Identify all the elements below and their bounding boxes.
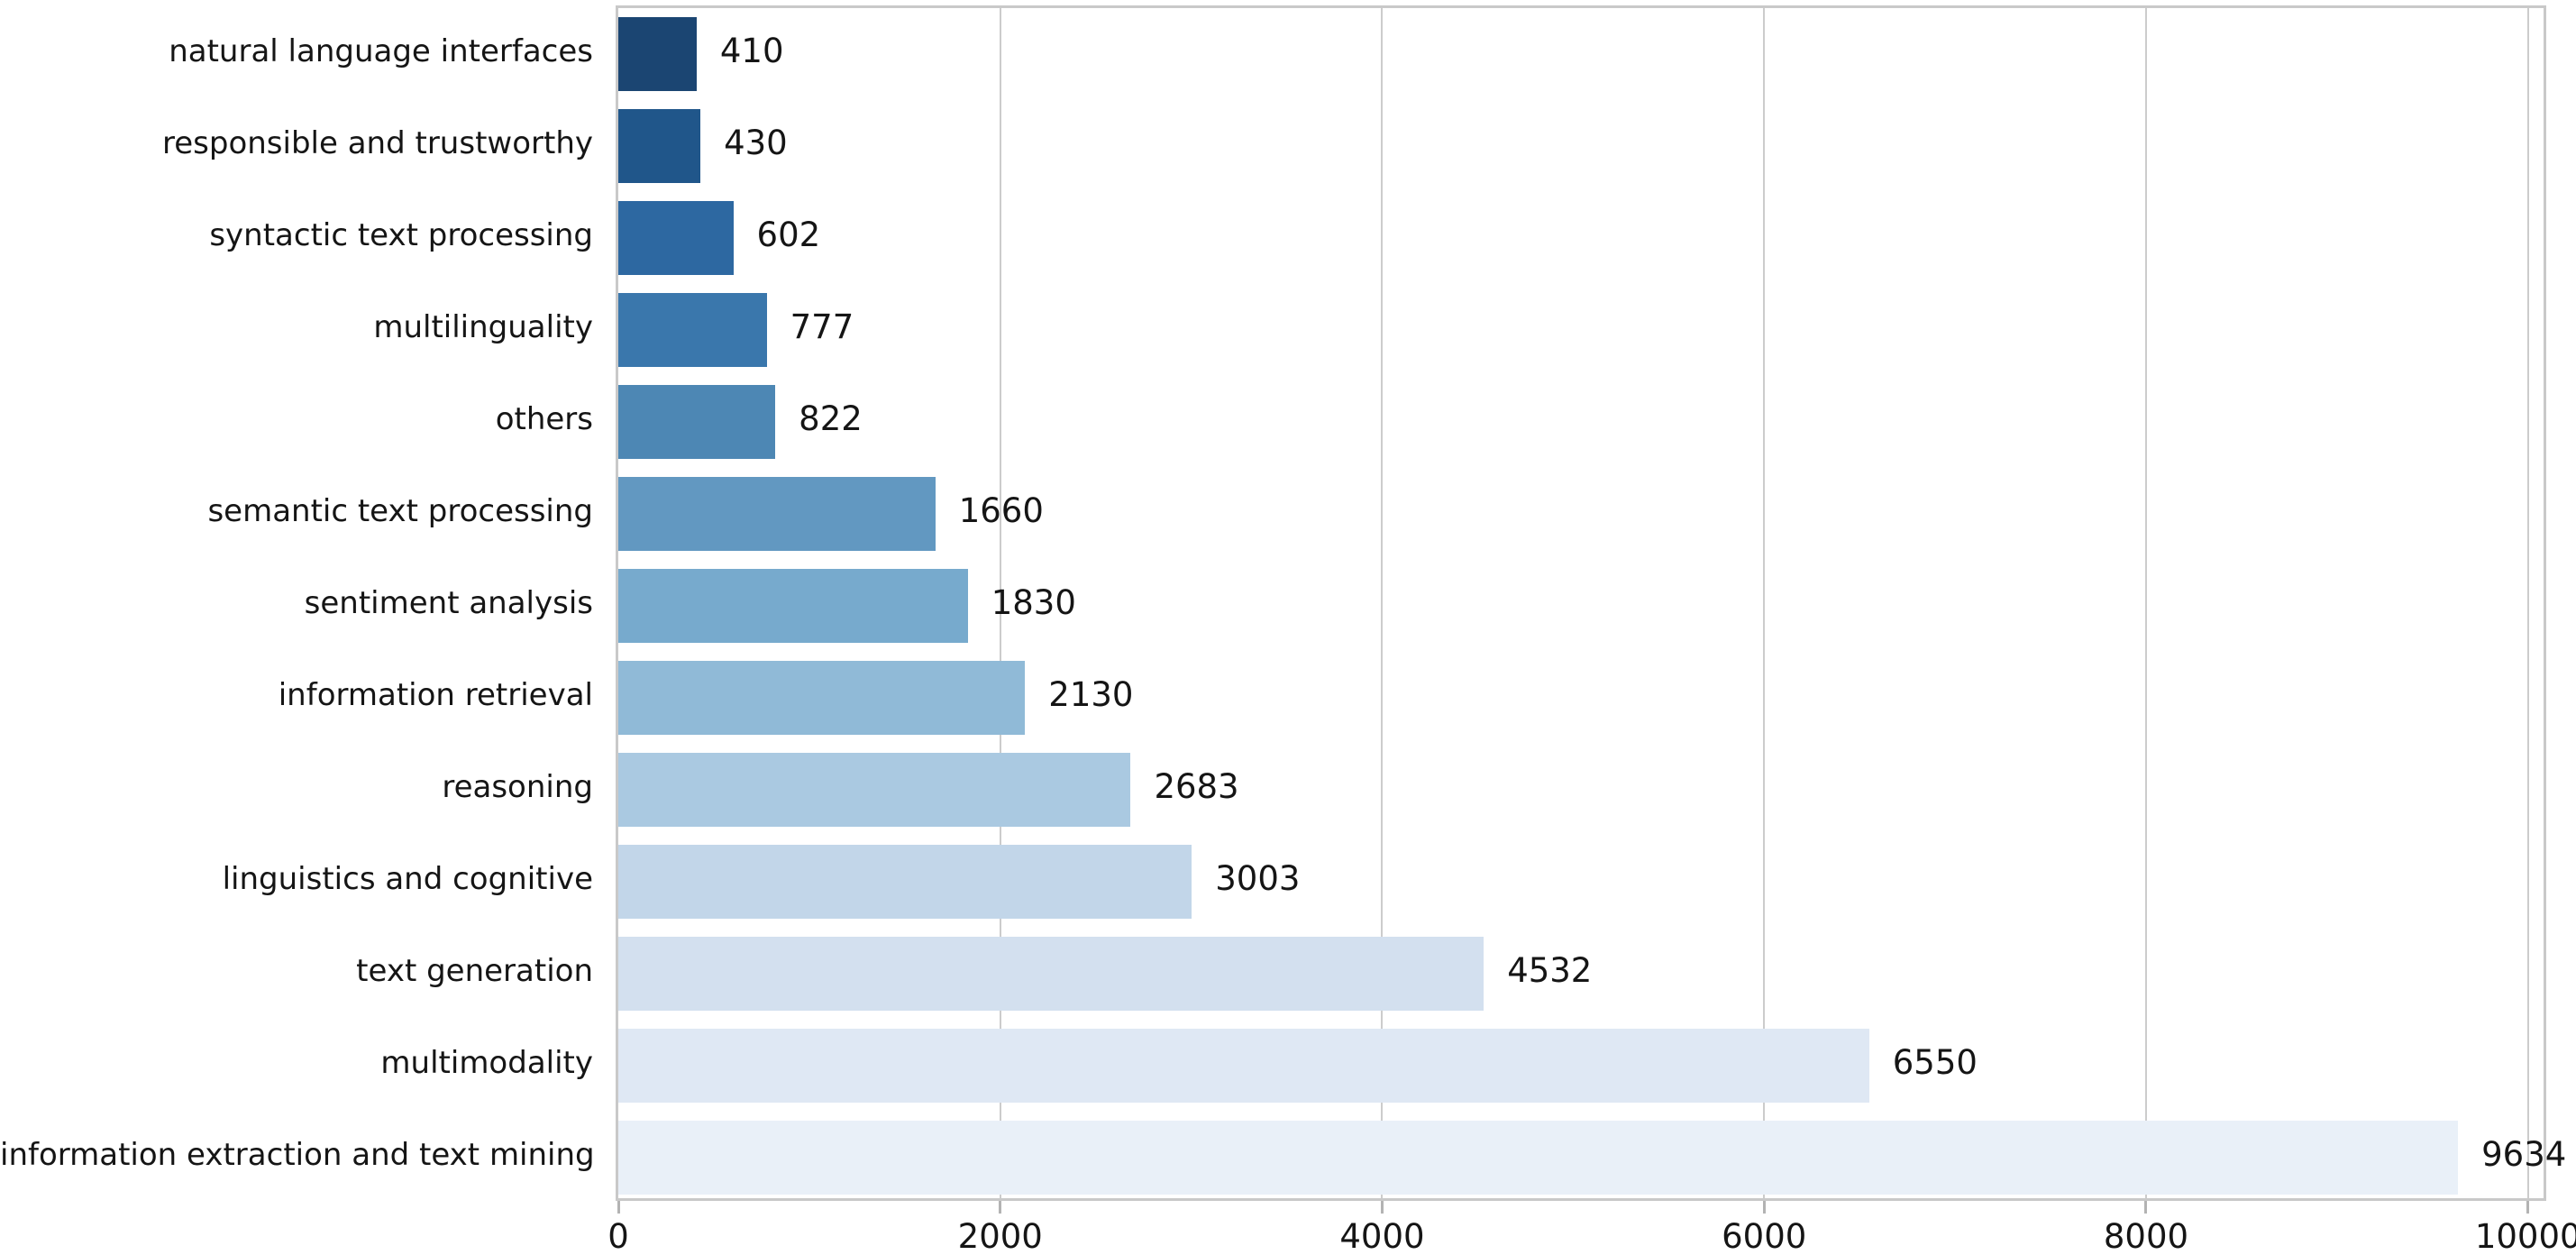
- value-label: 430: [724, 124, 788, 162]
- value-label: 2683: [1154, 767, 1239, 806]
- bar: [618, 1029, 1869, 1103]
- bar: [618, 661, 1026, 735]
- value-label: 6550: [1892, 1043, 1978, 1082]
- value-label: 602: [756, 215, 821, 254]
- x-tick-mark: [999, 1201, 1002, 1214]
- x-tick-mark: [1762, 1201, 1766, 1214]
- category-label: multimodality: [380, 1045, 593, 1081]
- gridline: [999, 8, 1001, 1198]
- bar: [618, 477, 936, 551]
- value-label: 4532: [1507, 951, 1593, 990]
- value-label: 822: [799, 399, 863, 438]
- category-label: information retrieval: [278, 677, 593, 713]
- category-label: reasoning: [442, 769, 593, 805]
- value-label: 1660: [958, 491, 1044, 530]
- bar: [618, 109, 701, 183]
- gridline: [1381, 8, 1384, 1198]
- category-label: linguistics and cognitive: [222, 861, 593, 897]
- bar: [618, 293, 767, 367]
- category-label: information extraction and text mining: [0, 1137, 595, 1173]
- gridline: [2526, 8, 2529, 1198]
- x-tick-mark: [2526, 1201, 2530, 1214]
- gridline: [2144, 8, 2147, 1198]
- category-label: multilinguality: [373, 309, 593, 345]
- x-tick-mark: [1380, 1201, 1384, 1214]
- x-tick-label: 0: [607, 1217, 629, 1255]
- x-tick-label: 4000: [1339, 1217, 1425, 1255]
- value-label: 2130: [1048, 675, 1134, 714]
- x-tick-label: 6000: [1722, 1217, 1807, 1255]
- category-label: natural language interfaces: [169, 33, 593, 69]
- x-tick-label: 8000: [2103, 1217, 2189, 1255]
- value-label: 410: [719, 32, 784, 70]
- x-tick-label: 2000: [957, 1217, 1043, 1255]
- value-label: 3003: [1215, 859, 1301, 898]
- plot-area: [616, 5, 2546, 1201]
- bar: [618, 17, 697, 91]
- bar: [618, 937, 1484, 1011]
- bar: [618, 1121, 2459, 1195]
- value-label: 9634: [2481, 1135, 2567, 1174]
- bar: [618, 845, 1192, 919]
- x-tick-mark: [2144, 1201, 2148, 1214]
- bar: [618, 385, 776, 459]
- bar: [618, 201, 734, 275]
- category-label: others: [495, 401, 593, 437]
- bar: [618, 569, 968, 643]
- value-label: 777: [790, 307, 854, 346]
- category-label: responsible and trustworthy: [162, 125, 593, 161]
- value-label: 1830: [991, 583, 1076, 622]
- category-label: syntactic text processing: [209, 217, 593, 253]
- x-tick-label: 10000: [2474, 1217, 2576, 1255]
- category-label: sentiment analysis: [304, 585, 593, 621]
- x-tick-mark: [617, 1201, 620, 1214]
- gridline: [1763, 8, 1766, 1198]
- bar: [618, 753, 1131, 827]
- category-label: text generation: [356, 953, 593, 989]
- category-label: semantic text processing: [207, 493, 593, 529]
